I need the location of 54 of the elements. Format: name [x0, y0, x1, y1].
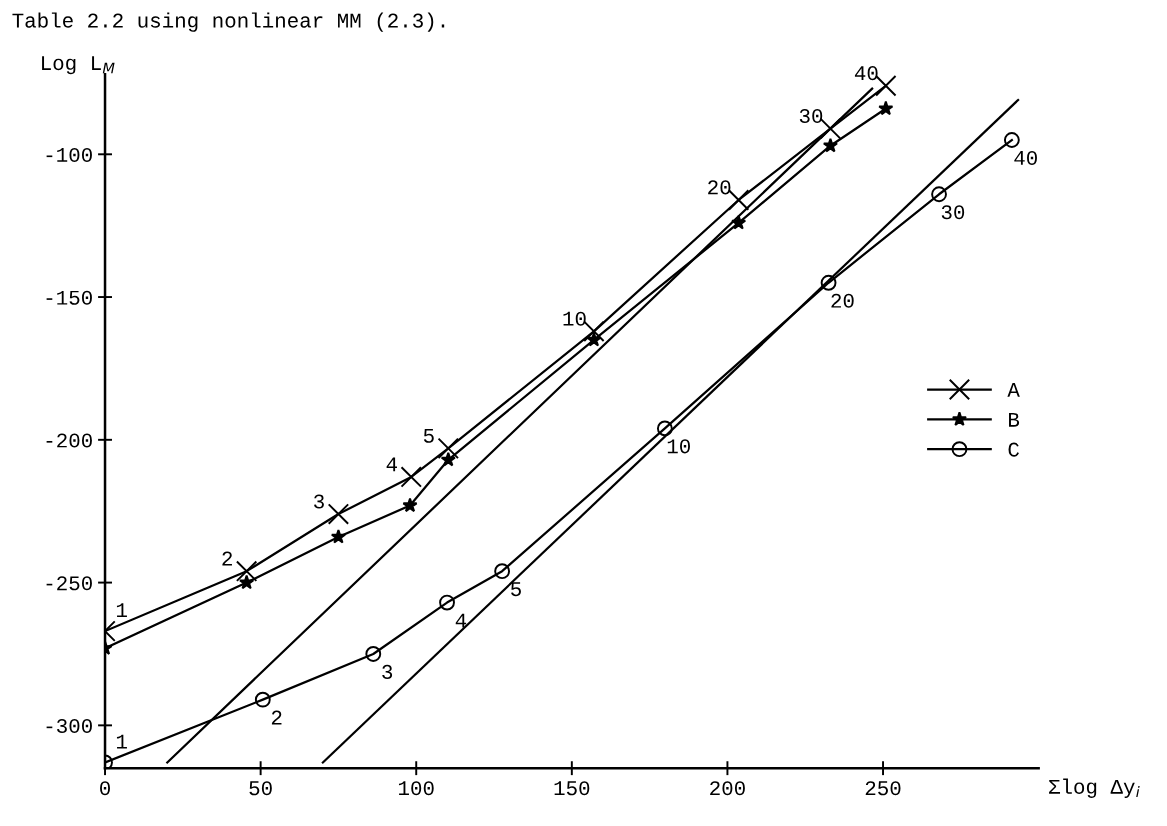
annotation: 2	[222, 551, 232, 566]
point	[440, 451, 456, 467]
legend-label: C	[1008, 442, 1019, 457]
annotation: 40	[1014, 150, 1037, 166]
point	[1003, 132, 1020, 148]
point	[239, 574, 255, 590]
x-tick-label: 250	[865, 781, 901, 796]
x-tick-label: 0	[100, 781, 110, 796]
annotation: 30	[941, 205, 965, 220]
point	[822, 137, 839, 153]
point	[402, 497, 418, 513]
point	[878, 100, 894, 116]
point	[327, 503, 350, 525]
y-tick-label: -200	[46, 433, 92, 448]
annotation: 3	[382, 664, 393, 679]
annotation: 4	[386, 457, 397, 472]
chart-title: Table 2.2 using nonlinear MM (2.3).	[12, 12, 445, 32]
point	[439, 594, 455, 611]
annotation: 20	[831, 293, 854, 308]
annotation: 40	[854, 66, 878, 81]
point	[365, 646, 382, 662]
y-axis-title: Log L$_{M}$	[42, 56, 115, 75]
annotation: 10	[667, 439, 690, 454]
annotation: 30	[799, 108, 823, 124]
annotation: 1	[116, 603, 127, 618]
point	[586, 331, 602, 347]
point	[400, 466, 422, 488]
annotation: 10	[563, 311, 586, 326]
point	[437, 437, 459, 460]
annotation: 5	[511, 582, 521, 597]
x-tick-label: 100	[398, 781, 434, 796]
annotation: 3	[314, 494, 324, 509]
annotation: 20	[708, 180, 731, 195]
point	[931, 186, 947, 203]
x-tick-label: 150	[554, 781, 590, 796]
point	[820, 274, 837, 291]
point	[330, 528, 347, 544]
annotation: 2	[271, 710, 282, 725]
y-tick-label: -300	[46, 718, 92, 734]
annotation: 4	[455, 613, 467, 628]
annotation: 5	[423, 428, 434, 443]
legend-label: B	[1009, 412, 1020, 427]
point	[494, 563, 511, 580]
y-tick-label: -100	[46, 147, 92, 163]
point	[656, 420, 673, 437]
y-tick-label: -250	[46, 576, 92, 591]
annotation: 1	[116, 734, 127, 749]
x-axis-title: Σlog Δy$_{i}$	[1049, 778, 1140, 799]
x-tick-label: 50	[249, 781, 272, 796]
point	[235, 560, 258, 582]
y-tick-label: -150	[46, 290, 92, 305]
x-tick-label: 200	[710, 781, 745, 796]
legend-label: A	[1007, 383, 1020, 397]
point	[254, 691, 271, 708]
